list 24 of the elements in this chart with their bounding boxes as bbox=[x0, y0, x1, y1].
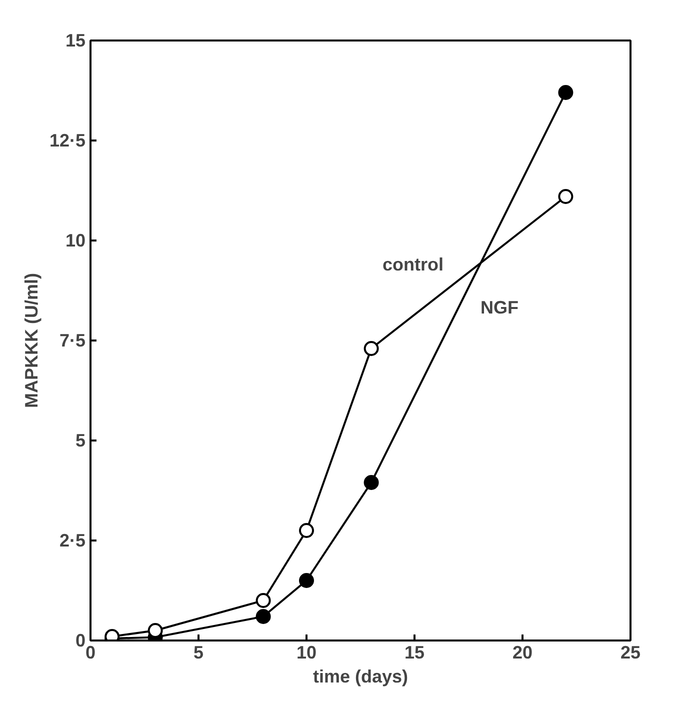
point bbox=[299, 573, 314, 588]
x-tick-label: 20 bbox=[512, 642, 533, 662]
x-tick-label: 25 bbox=[620, 642, 641, 662]
point bbox=[256, 609, 271, 624]
point bbox=[364, 475, 379, 490]
x-tick-label: 15 bbox=[404, 642, 425, 662]
point bbox=[299, 523, 314, 538]
series-label: control bbox=[382, 254, 444, 274]
point bbox=[256, 593, 271, 608]
y-axis-title: MAPKKK (U/ml) bbox=[21, 272, 42, 408]
point bbox=[148, 623, 163, 638]
y-tick-label: 12·5 bbox=[49, 130, 86, 150]
x-axis-title: time (days) bbox=[312, 666, 408, 686]
y-tick-label: 5 bbox=[75, 430, 86, 450]
y-tick-label: 10 bbox=[65, 230, 86, 250]
point bbox=[558, 189, 574, 204]
point bbox=[364, 341, 379, 356]
x-tick-label: 5 bbox=[193, 642, 204, 662]
y-tick-label: 2·5 bbox=[59, 530, 86, 550]
x-tick-label: 10 bbox=[296, 642, 317, 662]
series-label: NGF bbox=[480, 298, 518, 318]
y-tick-label: 15 bbox=[65, 30, 86, 50]
point bbox=[558, 85, 574, 100]
y-tick-label: 7·5 bbox=[59, 330, 86, 350]
